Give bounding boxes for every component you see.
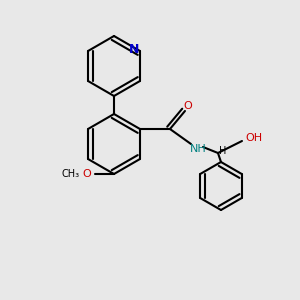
Text: N: N <box>129 43 139 56</box>
Text: O: O <box>82 169 91 179</box>
Text: NH: NH <box>190 143 207 154</box>
Text: H: H <box>219 146 226 157</box>
Text: CH₃: CH₃ <box>61 169 80 179</box>
Text: O: O <box>184 101 192 112</box>
Text: OH: OH <box>245 133 262 143</box>
